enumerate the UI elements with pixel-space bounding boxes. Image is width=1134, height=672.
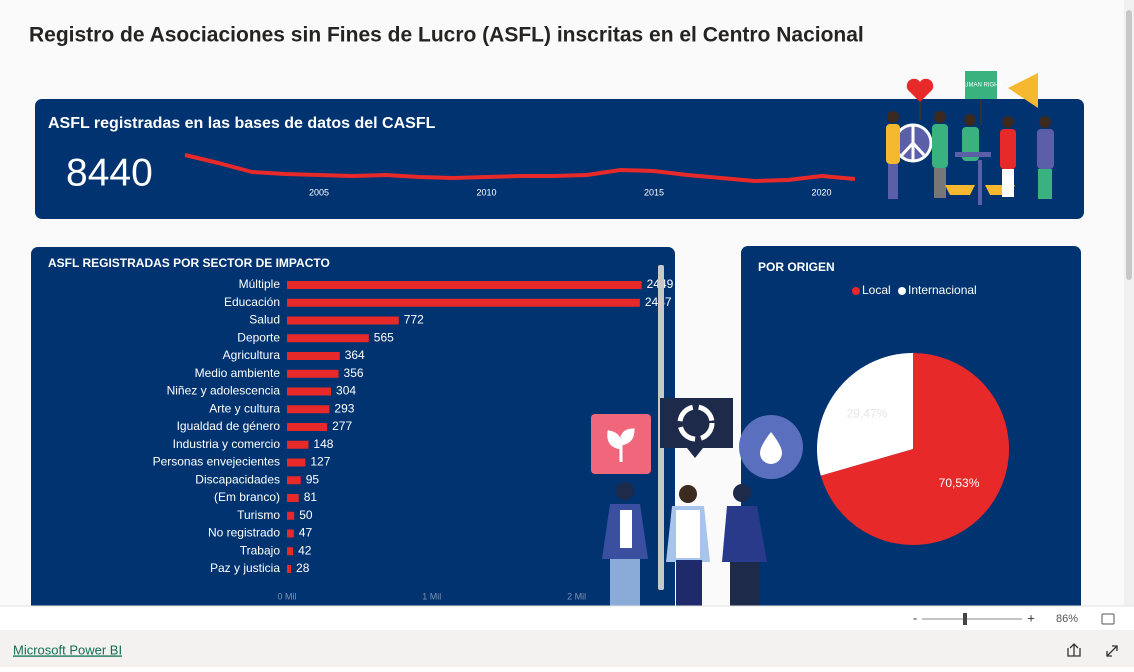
value-label: 148 [313,437,333,451]
category-label: Múltiple [239,277,281,291]
bar [287,387,332,396]
category-label: Agricultura [223,348,281,362]
footer [0,630,1134,667]
x-tick-label: 2020 [811,187,831,197]
pie-title: POR ORIGEN [758,260,835,274]
category-label: Personas envejecientes [153,455,280,469]
category-label: Trabajo [240,543,281,557]
pie-chart: Local Internacional 70,53% 29,47% [817,283,1009,545]
legend-label: Local [862,283,891,297]
powerbi-link[interactable]: Microsoft Power BI [13,642,122,657]
fit-page[interactable] [1101,613,1115,625]
value-label: 127 [310,455,330,469]
value-label: 364 [345,348,365,362]
bar [287,298,640,307]
value-label: 81 [304,490,318,504]
category-label: Paz y justicia [210,561,280,575]
bar-card [31,247,675,617]
bar [287,440,309,449]
legend-label: Internacional [908,283,977,297]
zoom-level: 86% [1056,613,1078,625]
sparkline: 2005 2010 2015 2020 [184,153,856,197]
zoom-thumb[interactable] [963,613,967,625]
value-label: 277 [332,419,352,433]
x-tick-label: 2015 [644,187,664,197]
scrollbar[interactable] [1124,0,1134,606]
sign-text: HUMAN RIGHT [960,83,1003,89]
bar [287,547,294,556]
category-label: Igualdad de género [177,419,281,433]
bar [287,476,301,485]
bar [287,369,339,378]
bar [287,565,292,573]
pie-slice [817,353,913,476]
illustration-people [591,398,803,607]
value-label: 50 [299,508,313,522]
share-icon[interactable] [1067,643,1081,657]
category-label: No registrado [208,526,280,540]
bar [287,458,306,467]
kpi-title: ASFL registradas en las bases de datos d… [48,115,436,132]
slice-label: 29,47% [847,407,888,421]
trend-line [184,153,856,183]
category-label: Salud [249,313,280,327]
category-label: Discapacidades [195,472,280,486]
x-tick-label: 0 Mil [277,591,296,601]
zoom-bar [0,606,1134,630]
value-label: 772 [404,313,424,327]
legend-dot [898,287,906,295]
value-label: 304 [336,384,356,398]
value-label: 95 [306,472,320,486]
category-label: Industria y comercio [173,437,281,451]
bar [287,334,369,343]
scroll-thumb[interactable] [1126,10,1132,280]
x-tick-label: 2005 [309,187,329,197]
bar [287,352,340,360]
slice-label: 70,53% [939,476,980,490]
category-label: Educación [224,295,280,309]
fullscreen-icon[interactable] [1106,645,1118,657]
bar [287,511,295,520]
value-label: 42 [298,543,312,557]
pie-slice [820,353,1009,545]
zoom-out[interactable]: - [913,610,917,625]
bar [287,281,642,289]
category-label: Arte y cultura [209,401,280,415]
zoom-in[interactable]: + [1027,610,1035,625]
category-label: Deporte [237,330,280,344]
illustration-protest: HUMAN RIGHT [886,71,1054,205]
value-label: 565 [374,330,394,344]
value-label: 47 [299,526,313,540]
value-label: 356 [344,366,364,380]
category-label: (Em branco) [214,490,280,504]
category-label: Turismo [237,508,280,522]
x-tick-label: 1 Mil [422,591,441,601]
x-tick-label: 2 Mil [567,591,586,601]
category-label: Niñez y adolescencia [167,384,281,398]
bar [287,494,299,502]
x-tick-label: 2010 [476,187,496,197]
kpi-card [35,99,1084,219]
bar [287,423,328,431]
bar [287,529,294,538]
bar [287,316,399,325]
bar-title: ASFL REGISTRADAS POR SECTOR DE IMPACTO [48,256,330,270]
category-label: Medio ambiente [195,366,281,380]
kpi-value: 8440 [66,151,153,194]
legend-dot [852,287,860,295]
bar [287,405,330,414]
page-title: Registro de Asociaciones sin Fines de Lu… [29,24,864,47]
value-label: 28 [296,561,310,575]
value-label: 293 [334,401,354,415]
